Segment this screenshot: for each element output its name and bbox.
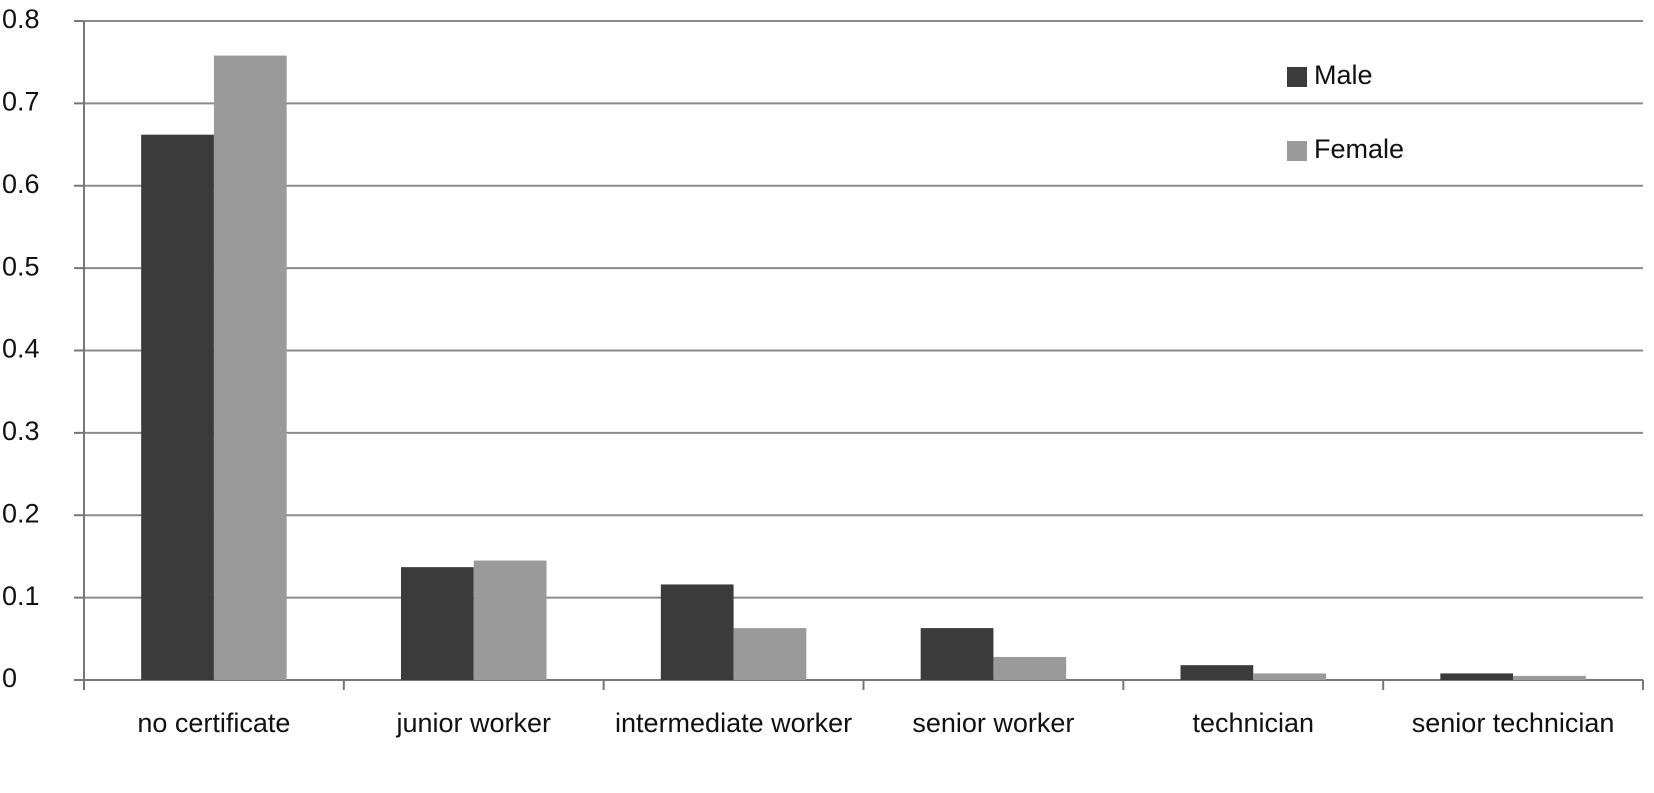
bar [1180,665,1254,680]
bar [1513,675,1586,680]
bar [1440,673,1514,680]
x-tick-label: senior worker [912,708,1074,738]
y-tick-label: 0.2 [2,498,40,528]
y-tick-label: 0.6 [2,169,40,199]
legend-label: Female [1314,134,1404,164]
legend-swatch [1287,67,1307,87]
bar [1253,673,1327,680]
y-tick-label: 0.5 [2,251,40,281]
y-tick-label: 0.3 [2,416,40,446]
bar [733,628,807,680]
bar [141,134,214,681]
bar [660,584,734,680]
y-tick-label: 0.1 [2,581,40,611]
bar [993,656,1067,680]
bar [400,567,474,680]
y-tick-label: 0 [2,663,17,693]
y-tick-label: 0.7 [2,87,40,117]
bar [920,628,994,680]
legend-swatch [1287,141,1307,161]
x-tick-label: senior technician [1412,708,1615,738]
y-tick-label: 0.8 [2,4,40,34]
bar [213,55,287,681]
x-tick-label: no certificate [137,708,290,738]
bar [473,560,547,680]
x-tick-label: technician [1192,708,1314,738]
x-tick-label: junior worker [395,708,551,738]
legend-label: Male [1314,60,1373,90]
x-tick-label: intermediate worker [615,708,852,738]
y-tick-label: 0.4 [2,334,40,364]
